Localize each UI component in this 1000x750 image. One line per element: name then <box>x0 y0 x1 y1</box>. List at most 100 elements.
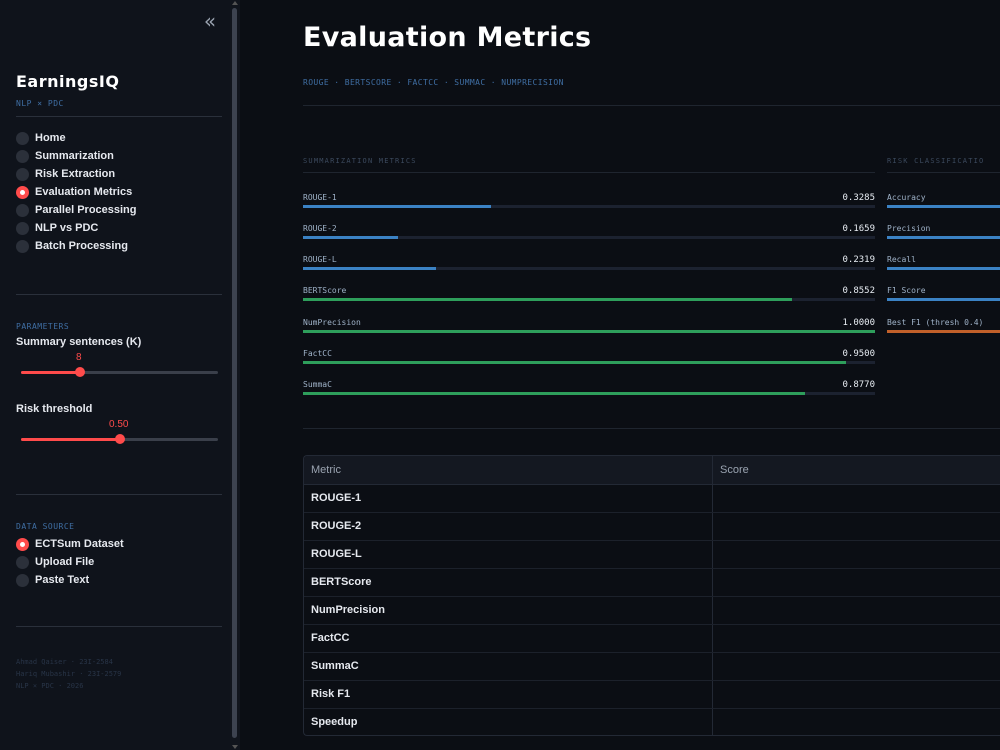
credits: Ahmad Qaiser · 23I-2584 Hariq Mubashir ·… <box>16 656 121 692</box>
table-row: BERTScore <box>304 569 1000 597</box>
table-cell-metric: FactCC <box>304 625 713 652</box>
metric-bar-fill <box>303 361 847 364</box>
slider-handle[interactable] <box>114 434 125 444</box>
brand-subtitle: NLP × PDC <box>16 99 64 108</box>
risk-threshold-slider[interactable] <box>21 434 218 444</box>
table-cell-score <box>713 541 1000 568</box>
data-source-heading: DATA SOURCE <box>16 522 75 531</box>
nav-item-label: Risk Extraction <box>35 168 116 180</box>
credit-line: Ahmad Qaiser · 23I-2584 <box>16 658 113 666</box>
parameters-heading: PARAMETERS <box>16 322 70 331</box>
summary-sentences-slider[interactable] <box>21 367 218 377</box>
column-header-score[interactable]: Score <box>720 464 749 476</box>
summary-sentences-label: Summary sentences (K) <box>16 336 142 348</box>
risk-classification-heading: RISK CLASSIFICATIO <box>887 157 985 165</box>
table-row: Risk F1 <box>304 681 1000 709</box>
table-row: ROUGE-L <box>304 541 1000 569</box>
risk-bar <box>887 267 1000 270</box>
metric-bar-track <box>303 298 875 301</box>
nav-item-evaluation-metrics[interactable]: Evaluation Metrics <box>16 183 137 201</box>
scroll-down-icon[interactable] <box>232 745 238 749</box>
metric-value: 0.8552 <box>842 286 875 296</box>
metrics-subtitle: ROUGE · BERTSCORE · FACTCC · SUMMAC · NU… <box>303 78 564 87</box>
table-cell-score <box>713 597 1000 624</box>
scrollbar-thumb[interactable] <box>232 8 237 738</box>
nav-item-parallel-processing[interactable]: Parallel Processing <box>16 201 137 219</box>
source-option-label: Upload File <box>35 556 95 568</box>
table-cell-metric: Speedup <box>304 709 713 735</box>
credit-line: Hariq Mubashir · 23I-2579 <box>16 670 122 678</box>
radio-icon <box>16 555 29 569</box>
nav-item-label: Evaluation Metrics <box>35 186 133 198</box>
metric-bar-fill <box>303 298 793 301</box>
risk-name: Recall <box>887 255 916 264</box>
risk-bar <box>887 205 1000 208</box>
table-cell-score <box>713 569 1000 596</box>
metric-bar-fill <box>303 267 436 270</box>
metric-name: SummaC <box>303 380 332 389</box>
metric-name: FactCC <box>303 349 332 358</box>
divider <box>16 294 222 295</box>
metric-value: 0.8770 <box>842 380 875 390</box>
table-cell-score <box>713 513 1000 540</box>
summary-sentences-value: 8 <box>76 352 82 363</box>
sidebar-scrollbar[interactable] <box>230 0 240 750</box>
radio-selected-icon <box>16 185 29 199</box>
radio-icon <box>16 149 29 163</box>
table-row: ROUGE-2 <box>304 513 1000 541</box>
scroll-up-icon[interactable] <box>232 1 238 5</box>
nav-item-label: Home <box>35 132 66 144</box>
data-source-options: ECTSum Dataset Upload File Paste Text <box>16 535 124 589</box>
divider <box>887 172 1000 173</box>
radio-selected-icon <box>16 537 29 551</box>
risk-bar <box>887 330 1000 333</box>
nav-item-risk-extraction[interactable]: Risk Extraction <box>16 165 137 183</box>
risk-name: F1 Score <box>887 286 926 295</box>
radio-icon <box>16 167 29 181</box>
metric-name: ROUGE-L <box>303 255 337 264</box>
source-option-ectsum[interactable]: ECTSum Dataset <box>16 535 124 553</box>
sidebar: « EarningsIQ NLP × PDC Home Summarizatio… <box>0 0 230 750</box>
metrics-table: Metric Score ROUGE-1 ROUGE-2 ROUGE-L BER… <box>303 455 1000 736</box>
metric-value: 0.2319 <box>842 255 875 265</box>
risk-name: Best F1 (thresh 0.4) <box>887 318 984 327</box>
table-cell-score <box>713 681 1000 708</box>
nav-item-batch-processing[interactable]: Batch Processing <box>16 237 137 255</box>
radio-icon <box>16 239 29 253</box>
radio-icon <box>16 573 29 587</box>
metric-bar-track <box>303 267 875 270</box>
table-row: SummaC <box>304 653 1000 681</box>
nav-item-nlp-vs-pdc[interactable]: NLP vs PDC <box>16 219 137 237</box>
slider-handle[interactable] <box>75 367 86 377</box>
source-option-upload[interactable]: Upload File <box>16 553 124 571</box>
table-cell-metric: BERTScore <box>304 569 713 596</box>
metric-value: 0.9500 <box>842 349 875 359</box>
risk-name: Accuracy <box>887 193 926 202</box>
metric-name: ROUGE-1 <box>303 193 337 202</box>
table-cell-metric: ROUGE-L <box>304 541 713 568</box>
table-cell-score <box>713 485 1000 512</box>
metric-bar-fill <box>303 330 875 333</box>
table-cell-score <box>713 709 1000 735</box>
risk-name: Precision <box>887 224 931 233</box>
double-chevron-left-icon[interactable]: « <box>203 9 217 33</box>
source-option-paste[interactable]: Paste Text <box>16 571 124 589</box>
column-header-metric[interactable]: Metric <box>304 456 713 484</box>
risk-threshold-value: 0.50 <box>109 419 129 430</box>
page-title: Evaluation Metrics <box>303 22 592 53</box>
metric-value: 0.1659 <box>842 224 875 234</box>
nav-item-label: Summarization <box>35 150 114 162</box>
metric-bar-fill <box>303 236 398 239</box>
nav-item-summarization[interactable]: Summarization <box>16 147 137 165</box>
nav-item-home[interactable]: Home <box>16 129 137 147</box>
divider <box>16 626 222 627</box>
table-cell-metric: NumPrecision <box>304 597 713 624</box>
metric-value: 0.3285 <box>842 193 875 203</box>
metric-bar-track <box>303 330 875 333</box>
table-cell-score <box>713 625 1000 652</box>
table-cell-metric: ROUGE-2 <box>304 513 713 540</box>
metric-bar-track <box>303 205 875 208</box>
divider <box>16 494 222 495</box>
table-cell-score <box>713 653 1000 680</box>
table-row: FactCC <box>304 625 1000 653</box>
